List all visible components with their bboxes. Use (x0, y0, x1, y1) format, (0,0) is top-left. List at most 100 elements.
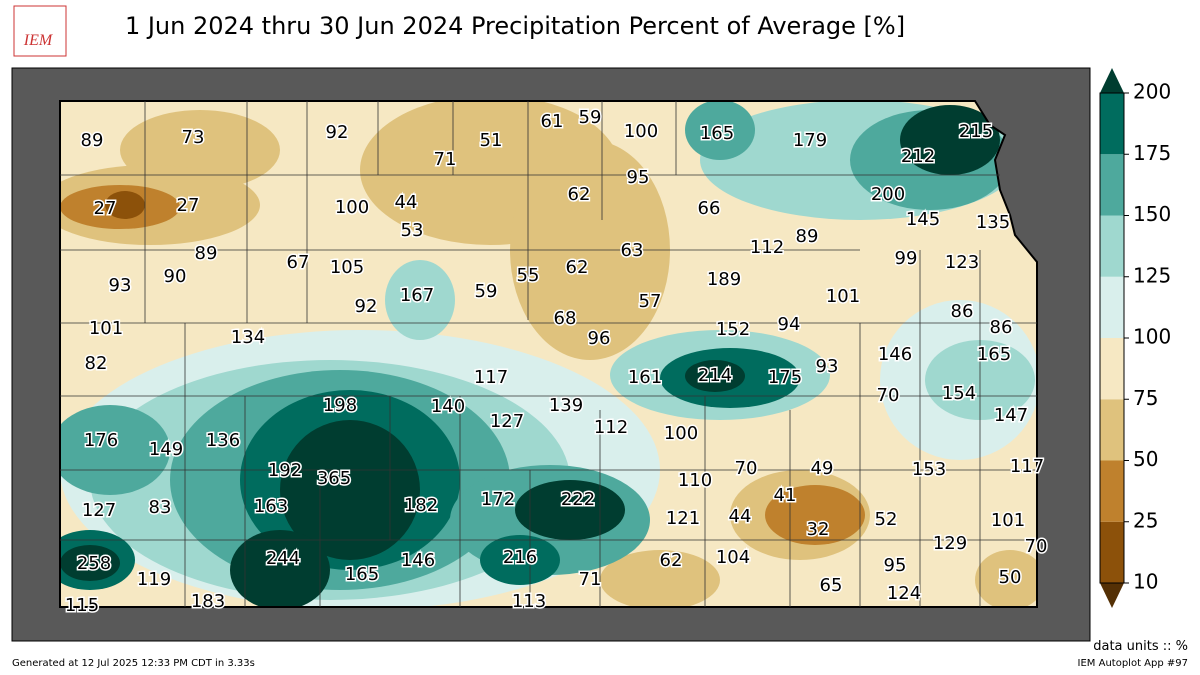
colorbar-tick-label: 125 (1133, 263, 1171, 287)
title: 1 Jun 2024 thru 30 Jun 2024 Precipitatio… (125, 12, 905, 40)
station-value: 41 (774, 485, 797, 506)
station-value: 92 (326, 122, 349, 143)
station-value: 182 (404, 495, 438, 516)
station-value: 100 (664, 423, 698, 444)
station-value: 61 (541, 111, 564, 132)
station-value: 44 (729, 506, 752, 527)
station-value: 216 (503, 547, 537, 568)
station-value: 165 (977, 344, 1011, 365)
station-value: 70 (1025, 536, 1048, 557)
station-value: 62 (660, 550, 683, 571)
station-value: 183 (191, 591, 225, 612)
station-value: 68 (554, 308, 577, 329)
colorbar-band (1100, 276, 1124, 338)
station-value: 146 (878, 344, 912, 365)
state-border (59, 100, 1038, 608)
station-value: 86 (990, 317, 1013, 338)
station-value: 104 (716, 547, 750, 568)
station-value: 44 (395, 192, 418, 213)
station-value: 136 (206, 430, 240, 451)
station-value: 212 (901, 146, 935, 167)
station-value: 95 (884, 555, 907, 576)
station-value: 154 (942, 383, 976, 404)
colorbar-band (1100, 521, 1124, 583)
station-value: 113 (512, 591, 546, 612)
station-value: 70 (877, 385, 900, 406)
station-value: 90 (164, 266, 187, 287)
colorbar-band (1100, 93, 1124, 155)
station-value: 112 (594, 417, 628, 438)
colorbar: 10 25 50 75 100 125 150 175 200 (1099, 68, 1171, 608)
colorbar-band (1100, 215, 1124, 277)
station-value: 86 (951, 301, 974, 322)
station-value: 101 (826, 286, 860, 307)
station-value: 27 (177, 195, 200, 216)
station-value: 127 (490, 411, 524, 432)
station-value: 161 (628, 367, 662, 388)
station-value: 139 (549, 395, 583, 416)
station-value: 172 (481, 489, 515, 510)
station-value: 215 (959, 121, 993, 142)
station-value: 70 (735, 458, 758, 479)
station-value: 145 (906, 209, 940, 230)
station-value: 50 (999, 567, 1022, 588)
station-value: 71 (434, 149, 457, 170)
station-value: 176 (84, 430, 118, 451)
station-value: 134 (231, 327, 265, 348)
station-value: 82 (85, 353, 108, 374)
station-value: 165 (700, 123, 734, 144)
station-value: 95 (627, 167, 650, 188)
station-value: 83 (149, 497, 172, 518)
station-value: 119 (137, 569, 171, 590)
station-value: 167 (400, 285, 434, 306)
station-value: 163 (254, 496, 288, 517)
station-value: 101 (991, 510, 1025, 531)
colorbar-tick-label: 100 (1133, 325, 1171, 349)
station-value: 222 (561, 489, 595, 510)
station-value: 99 (895, 248, 918, 269)
station-value: 52 (875, 509, 898, 530)
logo-box (13, 5, 67, 57)
colorbar-band (1100, 154, 1124, 216)
station-value: 67 (287, 252, 310, 273)
station-labels: 89 73 92 71 51 61 59 100 165 179 215 212 27 27 100 44 53… (63, 106, 1049, 618)
units: data units :: % (1093, 639, 1188, 654)
station-value: 365 (317, 468, 351, 489)
station-value: 59 (475, 281, 498, 302)
station-value: 62 (568, 184, 591, 205)
station-value: 149 (149, 439, 183, 460)
station-value: 89 (81, 130, 104, 151)
station-value: 153 (912, 459, 946, 480)
station-value: 93 (109, 275, 132, 296)
colorbar-band (1100, 338, 1124, 400)
station-value: 94 (778, 314, 801, 335)
station-value: 214 (698, 365, 732, 386)
station-value: 55 (517, 265, 540, 286)
colorbar-tick-label: 150 (1133, 202, 1171, 226)
station-value: 27 (94, 198, 117, 219)
station-value: 124 (887, 583, 921, 604)
station-value: 65 (820, 575, 843, 596)
logo: IEM (23, 32, 54, 49)
county-lines (60, 101, 1037, 607)
app: IEM Autoplot App #97 (1078, 658, 1188, 669)
station-value: 105 (330, 257, 364, 278)
station-value: 147 (994, 405, 1028, 426)
station-value: 140 (431, 396, 465, 417)
station-value: 100 (335, 197, 369, 218)
station-value: 146 (401, 550, 435, 571)
station-value: 121 (666, 508, 700, 529)
generated: Generated at 12 Jul 2025 12:33 PM CDT in… (12, 658, 255, 669)
station-value: 115 (65, 595, 99, 616)
station-value: 189 (707, 269, 741, 290)
station-value: 89 (195, 243, 218, 264)
station-value: 244 (266, 548, 300, 569)
colorbar-tick-label: 175 (1133, 141, 1171, 165)
station-value: 258 (77, 553, 111, 574)
station-value: 112 (750, 237, 784, 258)
station-value: 200 (871, 184, 905, 205)
colorbar-band (1100, 399, 1124, 461)
colorbar-tick-label: 75 (1133, 386, 1158, 410)
station-value: 117 (1010, 456, 1044, 477)
